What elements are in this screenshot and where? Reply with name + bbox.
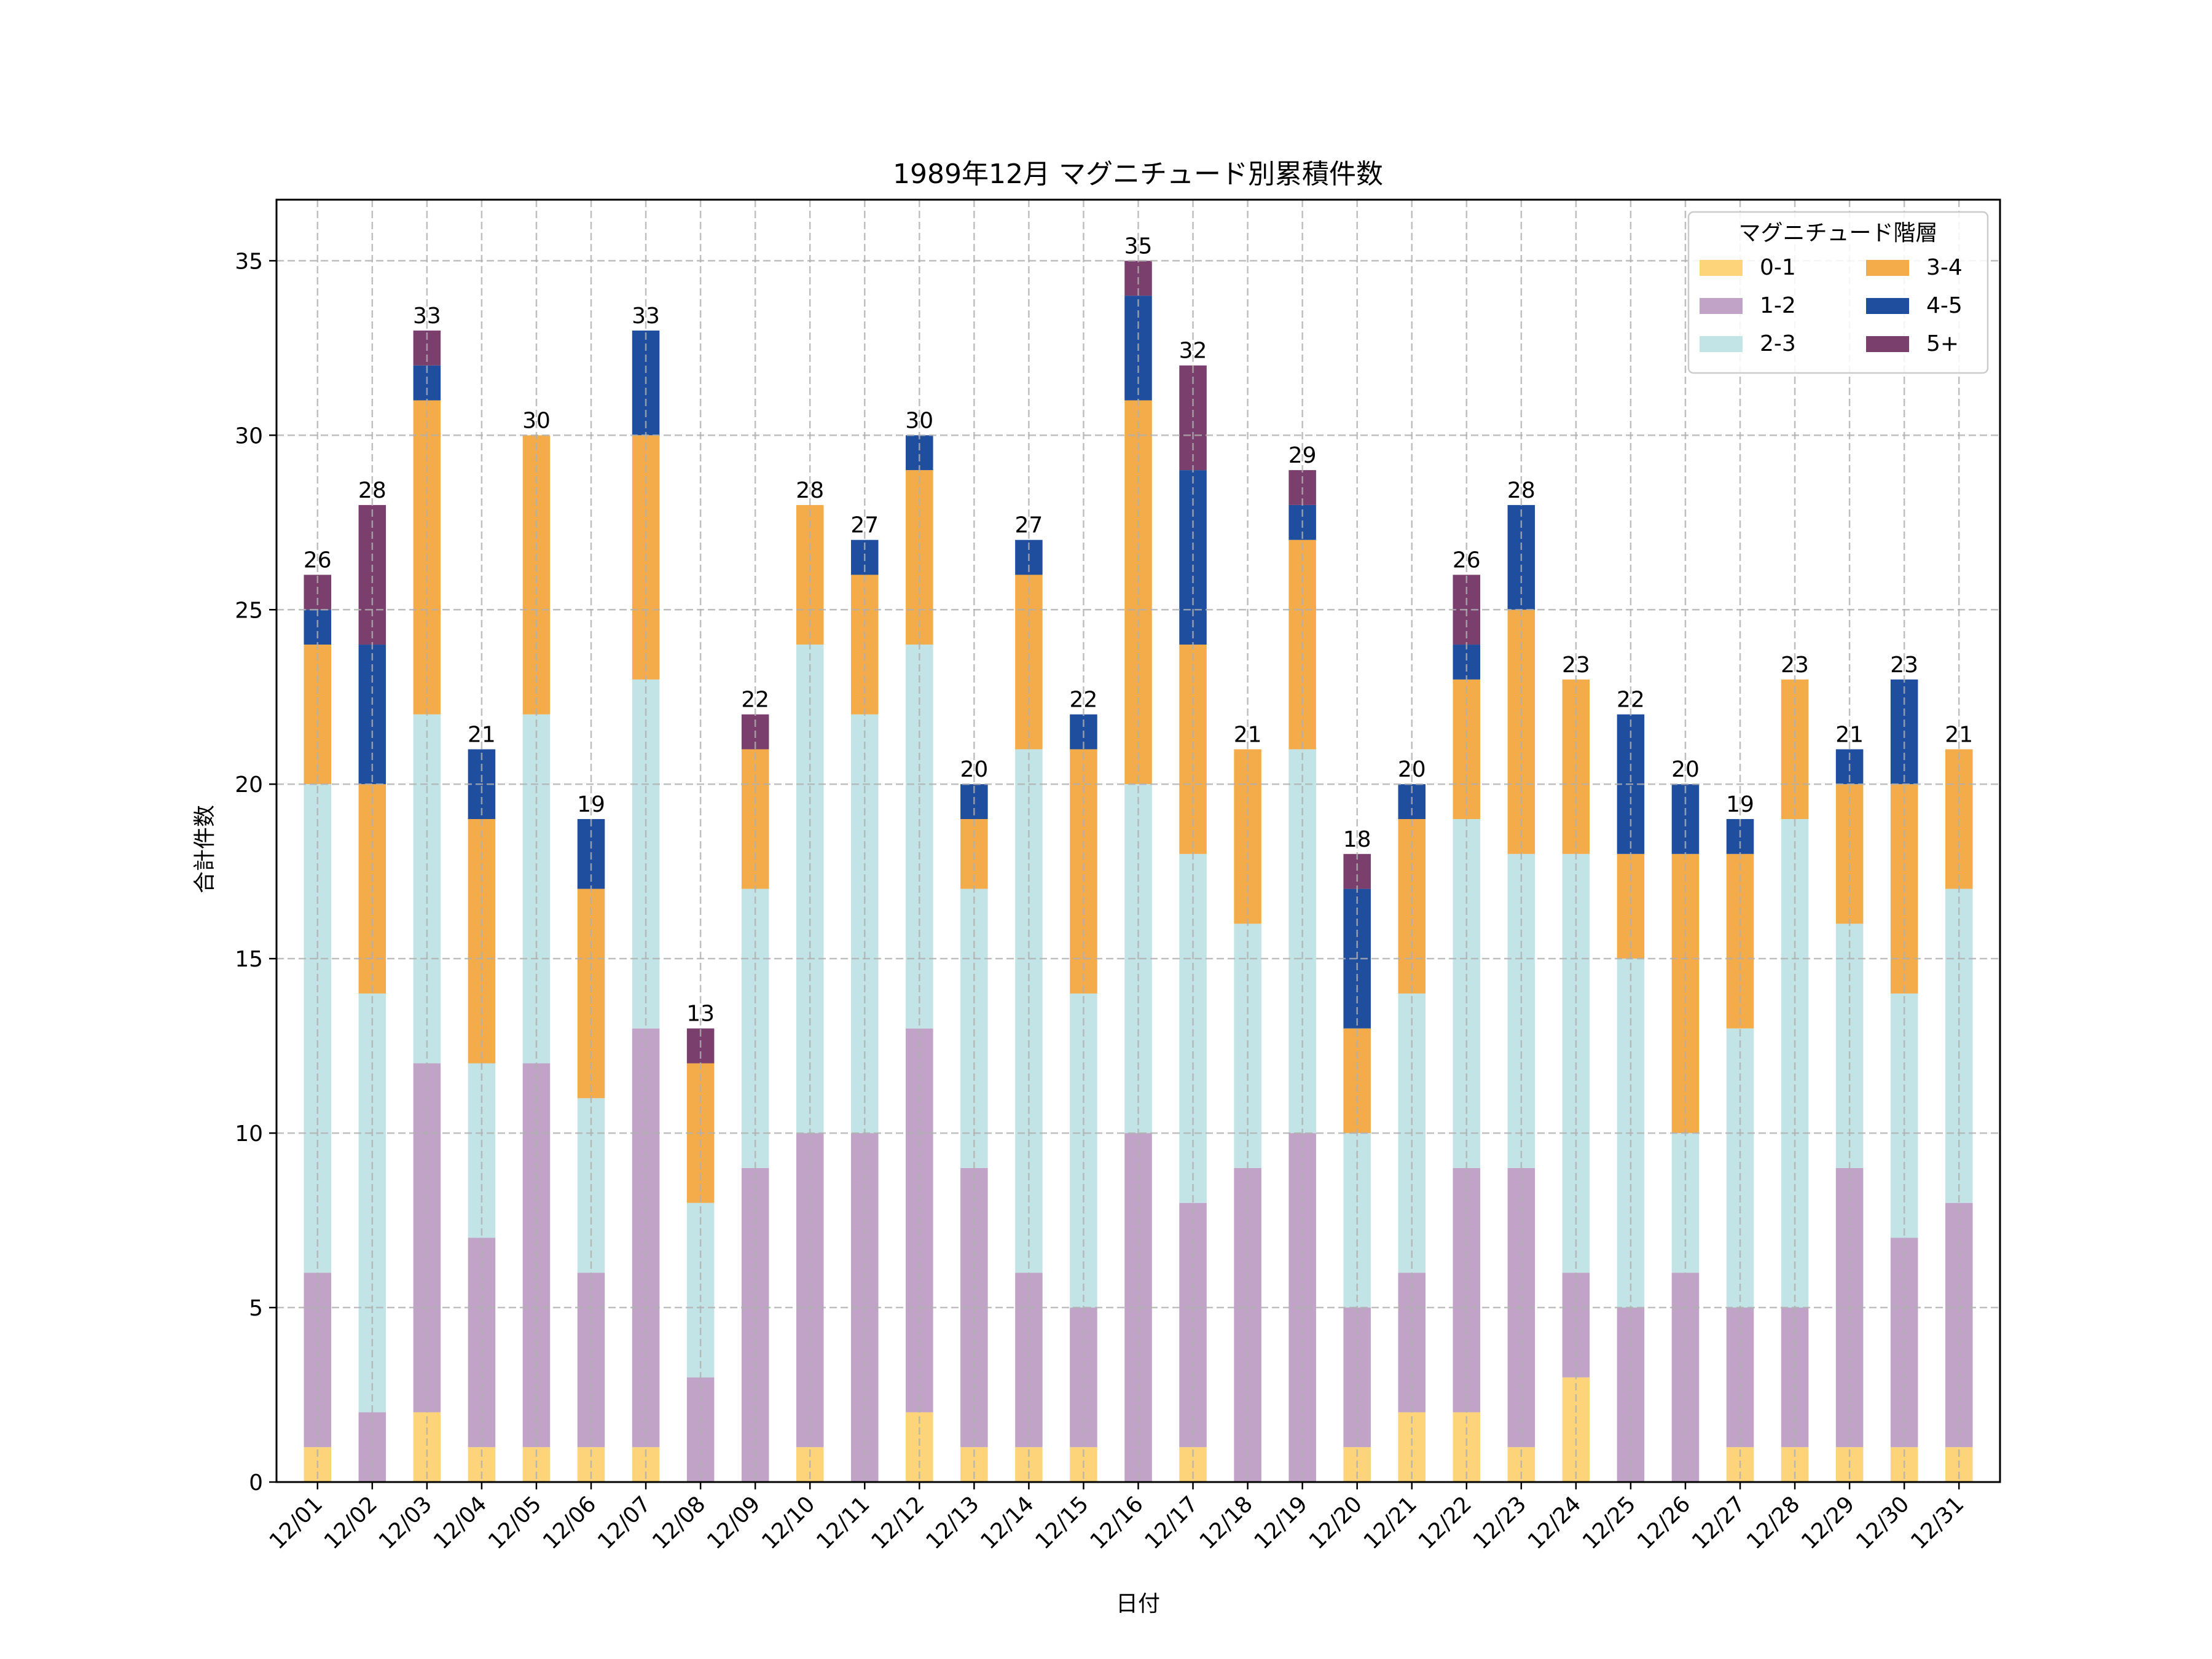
legend-label-3-4: 3-4 [1926,255,1963,280]
total-label-12-13: 20 [960,757,988,782]
legend: マグニチュード階層 0-1 1-2 2-3 3-4 4-5 5+ [1687,211,1989,374]
y-tick-label-30: 30 [235,423,263,449]
y-tick-label-10: 10 [235,1121,263,1147]
legend-swatch-0-1 [1700,260,1743,276]
total-label-12-11: 27 [850,513,879,538]
y-axis-title: 合計件数 [192,805,218,893]
total-label-12-14: 27 [1014,513,1043,538]
total-label-12-21: 20 [1398,757,1426,782]
total-label-12-30: 23 [1890,653,1918,678]
total-label-12-19: 29 [1288,443,1317,468]
total-label-12-27: 19 [1726,792,1754,817]
total-label-12-02: 28 [358,478,386,503]
legend-label-5plus: 5+ [1926,331,1959,356]
legend-label-4-5: 4-5 [1926,293,1963,318]
legend-label-2-3: 2-3 [1760,331,1796,356]
total-label-12-18: 21 [1234,722,1262,747]
x-axis-title: 日付 [1116,1591,1160,1617]
total-label-12-06: 19 [577,792,605,817]
legend-swatch-2-3 [1700,336,1743,352]
total-label-12-25: 22 [1617,688,1645,713]
total-label-12-03: 33 [413,304,441,329]
total-label-12-24: 23 [1562,653,1590,678]
bar-segment-12-17-2-3 [1179,853,1207,1203]
total-label-12-01: 26 [304,547,332,573]
total-label-12-09: 22 [741,688,769,713]
total-label-12-29: 21 [1835,722,1864,747]
total-label-12-15: 22 [1070,688,1098,713]
total-label-12-31: 21 [1945,722,1973,747]
bar-segment-12-03-1-2 [413,1063,441,1413]
y-tick-label-20: 20 [235,772,263,798]
total-label-12-28: 23 [1781,653,1809,678]
total-label-12-16: 35 [1124,233,1153,259]
grid-lines [276,200,2000,1482]
total-label-12-07: 33 [632,304,660,329]
legend-swatch-5plus [1866,336,1909,352]
total-label-12-10: 28 [796,478,824,503]
total-label-12-22: 26 [1453,547,1481,573]
plot-area: 0510152025303512/0112/0212/0312/0412/051… [235,198,2001,1555]
bar-segment-12-03-0-1 [413,1412,441,1482]
total-label-12-08: 13 [686,1002,715,1027]
bar-segment-12-22-2-3 [1453,819,1481,1168]
bar-segment-12-20-5plus [1343,853,1371,889]
total-label-12-20: 18 [1343,827,1371,852]
total-label-12-12: 30 [905,408,933,433]
total-label-12-23: 28 [1507,478,1535,503]
y-tick-label-25: 25 [235,598,263,623]
y-tick-label-15: 15 [235,947,263,972]
bar-segment-12-09-1-2 [741,1167,769,1482]
legend-label-1-2: 1-2 [1760,293,1796,318]
y-tick-label-35: 35 [235,249,263,274]
total-label-12-17: 32 [1179,339,1207,364]
total-label-12-26: 20 [1671,757,1700,782]
y-axis-ticks: 0 5 10 15 20 25 30 35 [235,249,276,1496]
bar-segment-12-22-0-1 [1453,1412,1481,1482]
y-tick-label-5: 5 [249,1296,263,1321]
legend-box [1687,211,1989,374]
chart-title: 1989年12月 マグニチュード別累積件数 [893,159,1383,190]
legend-label-0-1: 0-1 [1760,255,1796,280]
y-tick-label-0: 0 [249,1470,263,1496]
legend-swatch-4-5 [1866,298,1909,314]
total-label-12-05: 30 [522,408,551,433]
total-labels: 26 28 33 21 30 19 33 13 22 28 27 30 20 27 22 35 32 21 29 18… [304,233,1973,1026]
legend-swatch-1-2 [1700,298,1743,314]
bar-segment-12-12-4-5 [906,435,933,471]
legend-title: マグニチュード階層 [1738,221,1937,246]
bar-segment-12-02-1-2 [358,1412,386,1482]
bar-segment-12-22-4-5 [1453,645,1481,680]
bar-segment-12-21-0-1 [1398,1412,1426,1482]
bar-segment-12-18-1-2 [1234,1167,1261,1482]
legend-swatch-3-4 [1866,260,1909,276]
total-label-12-04: 21 [468,722,496,747]
bar-segment-12-12-0-1 [906,1412,933,1482]
